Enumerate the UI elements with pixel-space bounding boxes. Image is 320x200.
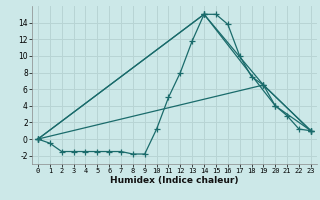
X-axis label: Humidex (Indice chaleur): Humidex (Indice chaleur) (110, 176, 239, 185)
